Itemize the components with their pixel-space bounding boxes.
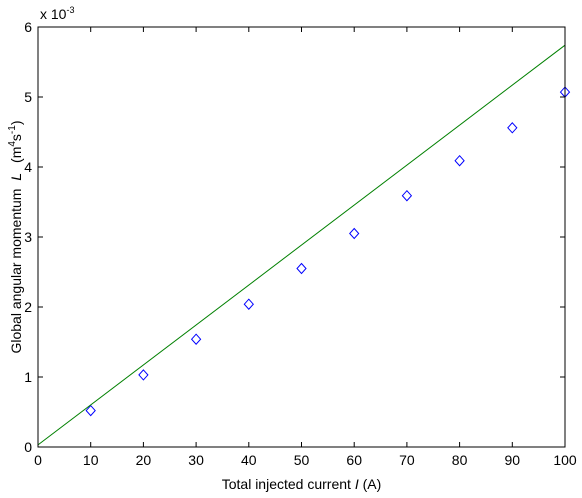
x-tick-label: 40 <box>241 452 257 468</box>
line-layer <box>37 44 566 446</box>
y-tick-label: 0 <box>24 439 32 455</box>
data-point <box>454 154 465 167</box>
y-axis-label: Global angular momentum L (m4s-1) <box>7 120 24 353</box>
plot-frame <box>37 26 566 448</box>
x-tick-label: 60 <box>346 452 362 468</box>
y-multiplier-base: x 10 <box>40 6 67 22</box>
data-point <box>296 262 307 275</box>
x-tick-label: 10 <box>83 452 99 468</box>
y-axis-label-unit-mid: s <box>8 134 24 141</box>
y-tick-label: 4 <box>24 159 32 175</box>
data-point <box>349 227 360 240</box>
data-point <box>85 404 96 417</box>
y-axis-label-unit-exp2: -1 <box>7 125 18 134</box>
ticks-layer <box>37 26 566 448</box>
data-point <box>190 333 202 345</box>
data-point <box>243 298 254 310</box>
y-axis-label-var: L <box>8 173 24 181</box>
y-tick-label: 5 <box>24 89 32 105</box>
y-tick-label: 3 <box>24 229 32 245</box>
y-tick-label: 1 <box>24 369 32 385</box>
y-multiplier: x 10-3 <box>40 5 74 22</box>
data-point <box>401 189 413 202</box>
y-axis-label-unit-open: (m <box>8 147 24 163</box>
y-axis-label-unit-exp1: 4 <box>7 141 18 147</box>
x-tick-label: 80 <box>452 452 468 468</box>
y-multiplier-exp: -3 <box>66 5 74 15</box>
markers-layer <box>85 86 571 417</box>
y-tick-label: 6 <box>24 19 32 35</box>
x-tick-label: 0 <box>34 452 42 468</box>
y-axis-label-unit-close: ) <box>8 120 24 125</box>
y-axis-label-text: Global angular momentum <box>8 189 24 354</box>
y-tick-label: 2 <box>24 299 32 315</box>
x-tick-label: 100 <box>553 452 577 468</box>
x-tick-label: 70 <box>399 452 415 468</box>
x-tick-label: 30 <box>188 452 204 468</box>
data-point <box>138 369 149 381</box>
fit-line <box>37 44 566 446</box>
x-axis-label-unit: (A) <box>363 476 382 492</box>
tick-labels-layer: 0 10 20 30 40 50 60 70 80 90 100 0 1 2 3 4 5 6 <box>24 19 577 468</box>
x-axis-label-text: Total injected current <box>222 476 351 492</box>
x-tick-label: 90 <box>505 452 521 468</box>
x-tick-label: 50 <box>294 452 310 468</box>
x-axis-label-var: I <box>355 476 359 492</box>
data-point <box>507 122 518 134</box>
x-axis-label: Total injected current I (A) <box>222 476 382 492</box>
x-tick-label: 20 <box>136 452 152 468</box>
